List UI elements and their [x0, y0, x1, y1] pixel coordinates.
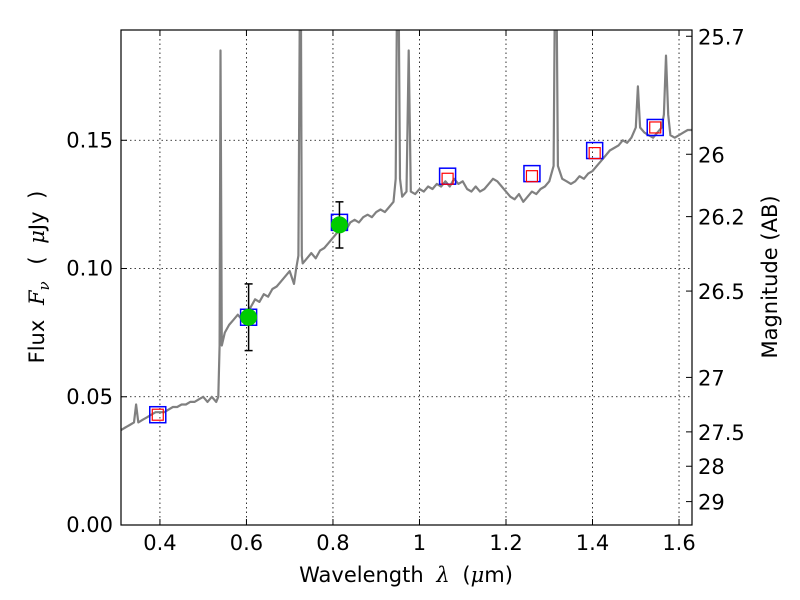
y2-tick-label: 26 [698, 143, 725, 167]
axis-ticks: 0.4 0.6 0.8 1 1.2 1.4 1.6 0.00 0.05 0.10 0.15 25.7 2… [66, 25, 745, 555]
upper-limit-marker [525, 170, 539, 183]
photometry-point [240, 308, 258, 326]
y2-tick-label: 28 [698, 455, 725, 479]
upper-limit-marker [588, 147, 601, 160]
photometry-markers [149, 118, 664, 424]
y-axis-title-unit: Jy [25, 211, 49, 232]
y-tick-label: 0.15 [66, 128, 113, 152]
y2-tick-label: 26.2 [698, 206, 745, 230]
y2-tick-label: 26.5 [698, 280, 745, 304]
x-axis-title-open: ( [462, 563, 470, 587]
upper-limit-marker [649, 121, 662, 134]
y-tick-label: 0.05 [66, 385, 113, 409]
x-axis-title-mu: μ [471, 563, 485, 587]
upper-limit-marker [151, 408, 164, 421]
y2-tick-label: 27 [698, 366, 725, 390]
x-axis-title-unit: m) [484, 563, 513, 587]
x-tick-label: 0.8 [316, 531, 349, 555]
spectrum-series [121, 30, 692, 432]
y-axis-title-mu: μ [25, 230, 49, 244]
y-axis-title-open: ( [25, 256, 49, 264]
upper-limit-marker [441, 172, 454, 185]
y2-tick-label: 27.5 [698, 421, 745, 445]
y-tick-label: 0.00 [66, 513, 113, 537]
x-axis-title-text: Wavelength [299, 563, 424, 587]
spectrum-line [121, 30, 692, 432]
y-axis-title-symbol: F [25, 289, 49, 306]
y-tick-label: 0.10 [66, 257, 113, 281]
photometry-point [330, 216, 348, 234]
x-axis-title: Wavelength λ (μm) [299, 563, 513, 587]
x-tick-label: 0.4 [143, 531, 176, 555]
x-tick-label: 1.2 [489, 531, 522, 555]
plot-frame [120, 29, 693, 526]
y-axis-title-close: ) [25, 191, 49, 199]
y2-tick-label: 25.7 [698, 25, 745, 49]
y2-tick-label: 29 [698, 491, 725, 515]
x-tick-label: 1.4 [576, 531, 609, 555]
x-axis-title-symbol: λ [435, 563, 449, 587]
grid-lines [121, 30, 692, 526]
model-band-marker [646, 118, 664, 137]
y2-axis-title: Magnitude (AB) [758, 195, 782, 358]
x-tick-label: 1.6 [662, 531, 695, 555]
y-axis-title-text: Flux [25, 320, 49, 364]
y-axis-title: Flux Fν ( μJy ) [25, 191, 54, 364]
x-tick-label: 0.6 [230, 531, 263, 555]
y-axis-title-subscript: ν [35, 281, 53, 290]
model-band-marker [149, 405, 167, 424]
x-tick-label: 1 [413, 531, 426, 555]
